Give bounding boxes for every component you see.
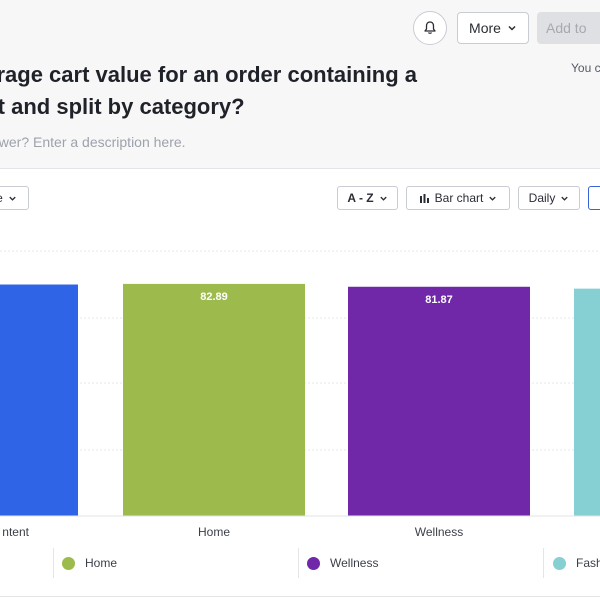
chevron-down-icon: [561, 196, 569, 201]
bar-value-label: 81.87: [425, 294, 453, 306]
chart-type-dropdown[interactable]: Bar chart: [406, 186, 510, 210]
bell-icon: [424, 21, 436, 34]
x-tick-label: Home: [198, 525, 230, 539]
question-header: More Add to You c verage cart value for …: [0, 0, 600, 169]
legend-item-home[interactable]: Home: [62, 556, 117, 570]
chevron-down-icon: [489, 196, 497, 201]
frequency-label: Daily: [528, 191, 556, 205]
sort-dropdown[interactable]: A - Z: [337, 186, 398, 210]
frequency-dropdown[interactable]: Daily: [518, 186, 580, 210]
legend-label: Wellness: [330, 556, 379, 570]
legend-item-wellness[interactable]: Wellness: [307, 556, 378, 570]
legend-swatch-fashion: [553, 556, 566, 570]
legend-divider: [543, 548, 544, 578]
bar-partial[interactable]: [574, 288, 600, 516]
x-tick-label: ntent: [2, 525, 29, 539]
question-title[interactable]: verage cart value for an order containin…: [0, 59, 492, 123]
question-title-line-2: uct and split by category?: [0, 94, 245, 119]
legend-item-fashion[interactable]: Fash: [553, 556, 600, 570]
chevron-down-icon: [508, 25, 516, 31]
footer-divider: [0, 596, 600, 597]
legend-swatch-home: [62, 556, 75, 570]
bar-chart-icon: [419, 193, 429, 203]
chevron-down-icon: [379, 196, 387, 201]
bar-ntent[interactable]: [0, 284, 78, 516]
group-by-dropdown[interactable]: e: [0, 186, 29, 210]
chart-legend: Home Wellness Fash: [0, 548, 600, 578]
bar-wellness[interactable]: [348, 286, 530, 516]
legend-divider: [298, 548, 299, 578]
chevron-down-icon: [9, 196, 16, 201]
legend-label: Home: [85, 556, 118, 570]
description-input[interactable]: nswer? Enter a description here.: [0, 134, 186, 150]
group-by-label: e: [0, 191, 3, 205]
add-to-dashboard-button[interactable]: Add to: [537, 12, 600, 44]
bar-value-label: 82.89: [200, 291, 228, 303]
legend-swatch-wellness: [307, 556, 320, 570]
add-label: Add to: [546, 20, 587, 36]
legend-label: Fash: [576, 556, 600, 570]
more-options-button[interactable]: [588, 186, 600, 210]
bar-home[interactable]: [123, 283, 305, 516]
notification-button[interactable]: [413, 11, 447, 45]
x-tick-label: Wellness: [415, 525, 463, 539]
question-title-line-1: verage cart value for an order containin…: [0, 62, 418, 87]
chart-type-label: Bar chart: [434, 191, 484, 205]
more-label: More: [469, 20, 501, 36]
status-text: You c: [571, 61, 600, 75]
more-button[interactable]: More: [457, 12, 529, 44]
sort-label: A - Z: [347, 191, 374, 205]
legend-divider: [53, 548, 54, 578]
